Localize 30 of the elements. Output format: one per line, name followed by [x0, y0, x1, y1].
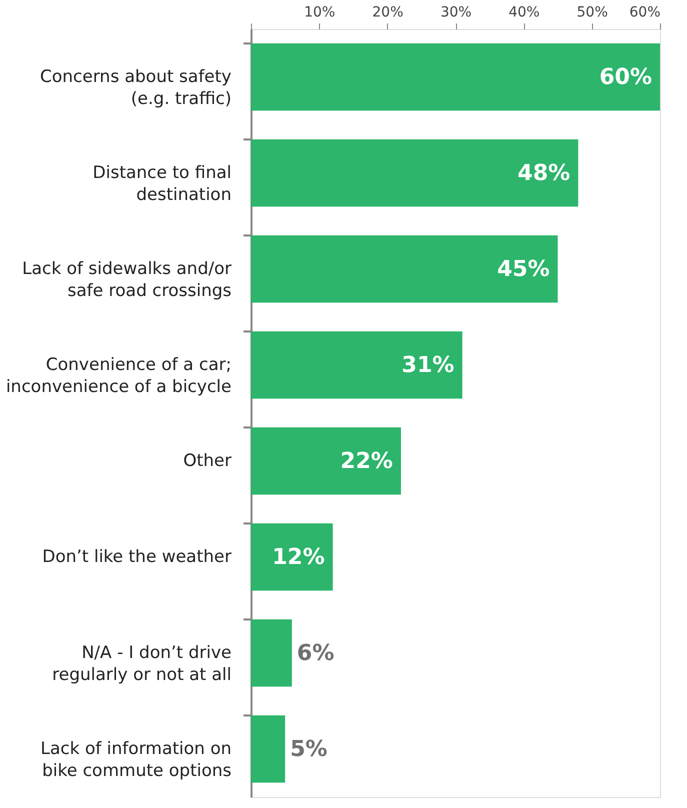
- x-tick-label: 30%: [440, 4, 472, 20]
- data-label: 22%: [340, 449, 393, 474]
- y-tick-label: Other: [183, 451, 232, 471]
- y-tick-label: Convenience of a car; inconvenience of a bicycle: [6, 355, 232, 397]
- x-tick-label: 50%: [576, 4, 608, 20]
- data-label: 45%: [497, 257, 550, 282]
- bar: [251, 715, 286, 783]
- data-label: 5%: [290, 737, 328, 762]
- y-tick-label: Distance to final destination: [92, 163, 232, 205]
- y-tick-label: Concerns about safety (e.g. traffic): [40, 67, 232, 109]
- x-tick-label: 60%: [629, 4, 660, 20]
- bar: [251, 427, 401, 495]
- bar: [251, 43, 660, 111]
- y-tick-label: N/A - I don’t drive regularly or not at all: [52, 643, 232, 685]
- y-tick-label: Don’t like the weather: [42, 547, 232, 567]
- data-label: 31%: [402, 353, 454, 378]
- data-label: 48%: [518, 161, 570, 186]
- bar: [251, 619, 292, 687]
- x-tick-label: 20%: [372, 4, 404, 20]
- data-label: 6%: [296, 641, 334, 666]
- bar: [251, 235, 558, 303]
- y-tick-label: Lack of sidewalks and/or safe road crossings: [22, 259, 232, 301]
- bar: [251, 523, 333, 591]
- x-tick-label: 10%: [304, 4, 336, 20]
- y-tick-label: Lack of information on bike commute options: [40, 739, 232, 781]
- x-tick-label: 40%: [508, 4, 540, 20]
- data-label: 60%: [599, 65, 652, 90]
- bar: [251, 331, 462, 399]
- bar: [251, 139, 578, 207]
- data-label: 12%: [272, 545, 325, 570]
